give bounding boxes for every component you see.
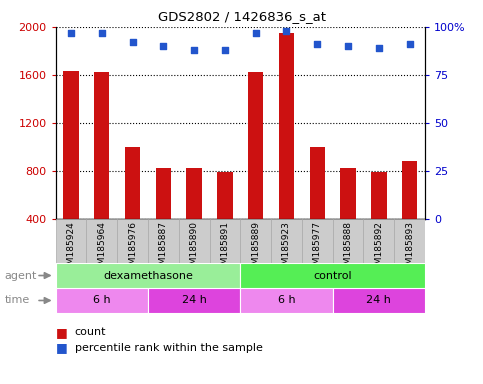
FancyBboxPatch shape (302, 219, 333, 263)
Point (313, 41, 321, 47)
Bar (125, 147, 140, 267)
Point (98, 30, 106, 36)
Point (375, 45, 383, 51)
Text: GDS2802 / 1426836_s_at: GDS2802 / 1426836_s_at (157, 10, 326, 23)
Text: time: time (5, 295, 30, 306)
Text: GSM185889: GSM185889 (251, 221, 260, 276)
Bar (63, 71, 79, 267)
Bar (217, 172, 233, 267)
Text: 6 h: 6 h (278, 295, 295, 306)
FancyBboxPatch shape (86, 219, 117, 263)
Text: GSM185977: GSM185977 (313, 221, 322, 276)
Text: count: count (75, 327, 106, 337)
Point (190, 47, 198, 53)
FancyBboxPatch shape (364, 219, 394, 263)
Bar (94, 73, 110, 267)
Point (406, 41, 413, 47)
FancyBboxPatch shape (148, 219, 179, 263)
FancyBboxPatch shape (148, 288, 240, 313)
FancyBboxPatch shape (394, 219, 425, 263)
Bar (341, 169, 356, 267)
Text: 6 h: 6 h (93, 295, 111, 306)
Point (159, 43, 167, 49)
Point (283, 28, 290, 34)
Text: GSM185892: GSM185892 (374, 221, 384, 276)
Text: GSM185893: GSM185893 (405, 221, 414, 276)
Text: GSM185976: GSM185976 (128, 221, 137, 276)
Text: ■: ■ (56, 326, 67, 339)
FancyBboxPatch shape (240, 263, 425, 288)
Text: GSM185891: GSM185891 (220, 221, 229, 276)
FancyBboxPatch shape (56, 219, 86, 263)
Text: GSM185887: GSM185887 (159, 221, 168, 276)
FancyBboxPatch shape (56, 263, 240, 288)
Text: GSM185924: GSM185924 (67, 221, 75, 276)
FancyBboxPatch shape (240, 288, 333, 313)
FancyBboxPatch shape (117, 219, 148, 263)
FancyBboxPatch shape (240, 219, 271, 263)
FancyBboxPatch shape (179, 219, 210, 263)
Text: GSM185890: GSM185890 (190, 221, 199, 276)
Bar (156, 169, 171, 267)
Text: percentile rank within the sample: percentile rank within the sample (75, 343, 263, 353)
Point (252, 30, 259, 36)
FancyBboxPatch shape (271, 219, 302, 263)
FancyBboxPatch shape (56, 288, 148, 313)
Bar (186, 169, 202, 267)
FancyBboxPatch shape (333, 288, 425, 313)
Text: GSM185888: GSM185888 (343, 221, 353, 276)
Bar (402, 161, 417, 267)
Text: ■: ■ (56, 341, 67, 354)
Point (221, 47, 229, 53)
Text: agent: agent (5, 270, 37, 281)
Bar (310, 147, 325, 267)
Text: 24 h: 24 h (367, 295, 391, 306)
FancyBboxPatch shape (210, 219, 240, 263)
Text: control: control (313, 270, 352, 281)
Text: 24 h: 24 h (182, 295, 207, 306)
Bar (371, 172, 386, 267)
Text: dexamethasone: dexamethasone (103, 270, 193, 281)
Bar (248, 73, 263, 267)
Point (128, 39, 136, 45)
Text: GSM185923: GSM185923 (282, 221, 291, 276)
Point (344, 43, 352, 49)
FancyBboxPatch shape (333, 219, 364, 263)
Bar (279, 33, 294, 267)
Point (67, 30, 75, 36)
Text: GSM185964: GSM185964 (97, 221, 106, 276)
